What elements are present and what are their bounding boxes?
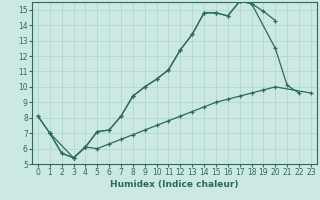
X-axis label: Humidex (Indice chaleur): Humidex (Indice chaleur) (110, 180, 239, 189)
